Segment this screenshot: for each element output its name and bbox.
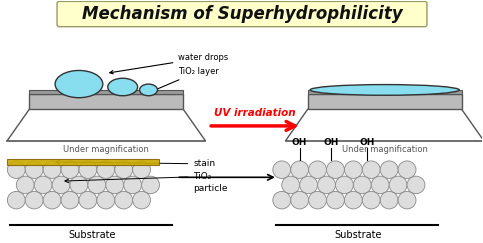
Bar (308, 90, 462, 94)
Circle shape (133, 191, 151, 209)
Circle shape (309, 191, 327, 209)
Circle shape (371, 176, 389, 194)
Ellipse shape (310, 85, 459, 95)
Text: particle: particle (193, 184, 228, 193)
Circle shape (25, 161, 43, 178)
Circle shape (291, 161, 309, 178)
Circle shape (43, 161, 61, 178)
Circle shape (398, 161, 416, 178)
Circle shape (344, 191, 362, 209)
Ellipse shape (55, 70, 103, 98)
Circle shape (34, 176, 52, 194)
Ellipse shape (108, 78, 138, 96)
Circle shape (7, 161, 25, 178)
Circle shape (133, 161, 151, 178)
Circle shape (273, 161, 291, 178)
Circle shape (336, 176, 354, 194)
Circle shape (354, 176, 371, 194)
Circle shape (52, 176, 70, 194)
Text: OH: OH (359, 138, 374, 147)
Circle shape (115, 161, 133, 178)
Circle shape (124, 176, 142, 194)
Bar (7, 159, 159, 165)
Circle shape (97, 191, 115, 209)
Circle shape (61, 191, 79, 209)
Circle shape (299, 176, 317, 194)
Circle shape (142, 176, 159, 194)
Circle shape (25, 191, 43, 209)
Circle shape (407, 176, 425, 194)
Circle shape (291, 191, 309, 209)
Text: Substrate: Substrate (69, 230, 116, 240)
Circle shape (380, 161, 398, 178)
Circle shape (97, 161, 115, 178)
Circle shape (79, 191, 97, 209)
Text: TiO₂: TiO₂ (65, 172, 212, 183)
Bar (308, 94, 462, 109)
Circle shape (61, 161, 79, 178)
Circle shape (43, 191, 61, 209)
Circle shape (327, 161, 344, 178)
Bar (29, 90, 184, 94)
Circle shape (362, 161, 380, 178)
Circle shape (79, 161, 97, 178)
Circle shape (273, 191, 291, 209)
Text: Under magnification: Under magnification (63, 145, 149, 154)
Text: Mechanism of Superhydrophilicity: Mechanism of Superhydrophilicity (82, 5, 402, 23)
Circle shape (380, 191, 398, 209)
Circle shape (16, 176, 34, 194)
Circle shape (362, 191, 380, 209)
Circle shape (88, 176, 106, 194)
Bar (29, 94, 184, 109)
Circle shape (398, 191, 416, 209)
Text: Substrate: Substrate (334, 230, 382, 240)
FancyBboxPatch shape (57, 1, 427, 27)
Circle shape (7, 191, 25, 209)
Text: OH: OH (323, 138, 339, 147)
Circle shape (389, 176, 407, 194)
Text: Under magnification: Under magnification (342, 145, 427, 154)
Text: stain: stain (56, 159, 215, 168)
Text: UV irradiation: UV irradiation (214, 108, 296, 118)
Ellipse shape (140, 84, 157, 96)
Circle shape (317, 176, 336, 194)
Circle shape (327, 191, 344, 209)
Circle shape (344, 161, 362, 178)
Text: OH: OH (292, 138, 307, 147)
Text: water drops: water drops (110, 53, 228, 74)
Circle shape (309, 161, 327, 178)
Circle shape (282, 176, 299, 194)
Text: TiO₂ layer: TiO₂ layer (154, 67, 219, 91)
Circle shape (70, 176, 88, 194)
Circle shape (115, 191, 133, 209)
Circle shape (106, 176, 124, 194)
